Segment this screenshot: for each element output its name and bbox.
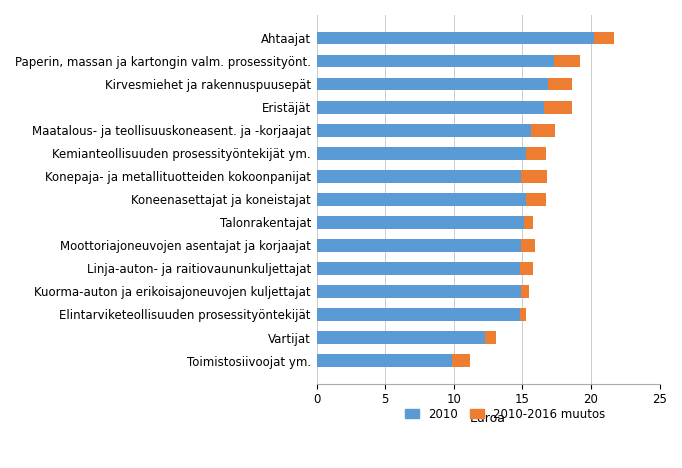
Bar: [316, 193, 527, 205]
Bar: [548, 78, 572, 90]
Bar: [531, 124, 555, 137]
Bar: [316, 331, 486, 344]
Bar: [520, 308, 527, 321]
Bar: [527, 147, 546, 160]
Bar: [452, 354, 470, 367]
Bar: [527, 193, 546, 205]
Bar: [316, 78, 548, 90]
Bar: [316, 32, 594, 44]
Bar: [554, 55, 580, 67]
Bar: [316, 147, 527, 160]
Legend: 2010, 2010-2016 muutos: 2010, 2010-2016 muutos: [400, 403, 610, 426]
Bar: [316, 308, 520, 321]
Bar: [316, 124, 531, 137]
Bar: [316, 216, 524, 229]
Bar: [316, 101, 544, 114]
Bar: [521, 285, 529, 298]
Bar: [316, 354, 452, 367]
X-axis label: Euroa: Euroa: [470, 412, 506, 425]
Bar: [316, 239, 521, 252]
Bar: [316, 285, 521, 298]
Bar: [316, 170, 521, 183]
Bar: [316, 262, 520, 275]
Bar: [521, 239, 535, 252]
Bar: [486, 331, 496, 344]
Bar: [316, 55, 554, 67]
Bar: [544, 101, 572, 114]
Bar: [594, 32, 614, 44]
Bar: [524, 216, 533, 229]
Bar: [521, 170, 547, 183]
Bar: [520, 262, 533, 275]
